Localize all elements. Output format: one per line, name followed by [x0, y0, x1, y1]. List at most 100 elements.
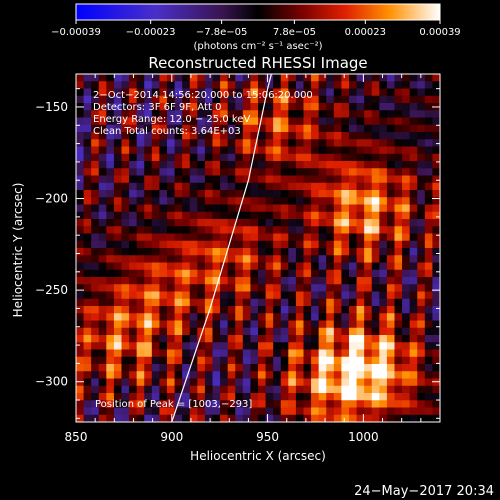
heatmap-cell [250, 378, 259, 387]
heatmap-cell [204, 175, 214, 184]
heatmap-cell [220, 400, 229, 409]
heatmap-cell [220, 407, 229, 416]
heatmap-cell [311, 306, 320, 314]
heatmap-cell [220, 211, 229, 220]
heatmap-cell [144, 95, 153, 104]
heatmap-cell [121, 161, 130, 169]
heatmap-cell [386, 277, 396, 285]
heatmap-cell [424, 110, 434, 119]
heatmap-cell [288, 233, 297, 242]
heatmap-cell [182, 226, 191, 235]
heatmap-cell [182, 313, 191, 322]
heatmap-cell [303, 233, 312, 242]
heatmap-cell [318, 103, 327, 111]
heatmap-cell [386, 161, 396, 169]
heatmap-cell [189, 349, 198, 358]
heatmap-cell [189, 124, 198, 133]
heatmap-cell [235, 95, 244, 104]
heatmap-cell [311, 117, 320, 126]
heatmap-cell [212, 74, 221, 82]
heatmap-cell [273, 161, 282, 169]
heatmap-cell [144, 356, 153, 365]
heatmap-cell [288, 291, 297, 300]
heatmap-cell [197, 204, 206, 213]
heatmap-cell [333, 139, 343, 148]
heatmap-cell [303, 175, 312, 184]
heatmap-cell [417, 364, 426, 372]
heatmap-cell [197, 132, 206, 140]
heatmap-cell [242, 226, 252, 235]
heatmap-cell [402, 378, 411, 387]
heatmap-cell [212, 342, 221, 351]
heatmap-cell [326, 132, 335, 140]
heatmap-cell [250, 320, 259, 329]
heatmap-cell [303, 161, 312, 169]
heatmap-cell [121, 146, 130, 155]
axis-ticks: 850 900 950 1000−150−200−250−300 [35, 74, 440, 444]
heatmap-cell [144, 168, 153, 177]
heatmap-cell [129, 168, 138, 177]
heatmap-cell [349, 385, 358, 394]
heatmap-cell [364, 124, 373, 133]
heatmap-cell [303, 211, 312, 220]
heatmap-cell [106, 248, 115, 256]
heatmap-cell [349, 153, 358, 162]
heatmap-cell [318, 139, 327, 148]
heatmap-cell [295, 320, 305, 329]
heatmap-cell [98, 298, 107, 307]
heatmap-cell [303, 248, 312, 256]
heatmap-cell [326, 320, 335, 329]
heatmap-cell [113, 298, 123, 307]
heatmap-cell [227, 168, 236, 177]
heatmap-cell [303, 277, 312, 285]
heatmap-cell [83, 378, 92, 387]
heatmap-cell [409, 349, 418, 358]
heatmap-cell [136, 393, 145, 401]
heatmap-cell [106, 153, 115, 162]
heatmap-cell [349, 103, 358, 111]
heatmap-cell [250, 161, 259, 169]
heatmap-cell [189, 327, 198, 336]
heatmap-cell [318, 146, 327, 155]
heatmap-cell [356, 110, 365, 119]
heatmap-cell [258, 248, 267, 256]
heatmap-cell [295, 182, 305, 191]
heatmap-cell [326, 385, 335, 394]
heatmap-cell [113, 356, 123, 365]
heatmap-cell [349, 414, 358, 422]
heatmap-cell [106, 124, 115, 133]
heatmap-cell [364, 95, 373, 104]
heatmap-cell [227, 335, 236, 343]
heatmap-cell [144, 291, 153, 300]
heatmap-cell [379, 161, 388, 169]
heatmap-cell [432, 327, 440, 336]
heatmap-cell [144, 211, 153, 220]
heatmap-cell [167, 371, 176, 380]
heatmap-cell [318, 262, 327, 271]
heatmap-cell [76, 320, 85, 329]
heatmap-cell [129, 385, 138, 394]
heatmap-cell [258, 175, 267, 184]
heatmap-cell [303, 132, 312, 140]
heatmap-cell [121, 291, 130, 300]
heatmap-cell [129, 407, 138, 416]
heatmap-cell [265, 233, 274, 242]
heatmap-cell [220, 74, 229, 82]
heatmap-cell [303, 284, 312, 293]
heatmap-cell [371, 88, 380, 97]
heatmap-cell [159, 95, 168, 104]
heatmap-cell [258, 291, 267, 300]
heatmap-cell [417, 153, 426, 162]
heatmap-cell [121, 356, 130, 365]
heatmap-cell [394, 284, 403, 293]
heatmap-cell [265, 240, 274, 249]
heatmap-cell [250, 88, 259, 97]
heatmap-cell [265, 182, 274, 191]
heatmap-cell [273, 349, 282, 358]
heatmap-cell [91, 226, 100, 235]
heatmap-cell [402, 385, 411, 394]
heatmap-cell [386, 349, 396, 358]
heatmap-cell [212, 103, 221, 111]
heatmap-cell [182, 335, 191, 343]
heatmap-cell [258, 132, 267, 140]
